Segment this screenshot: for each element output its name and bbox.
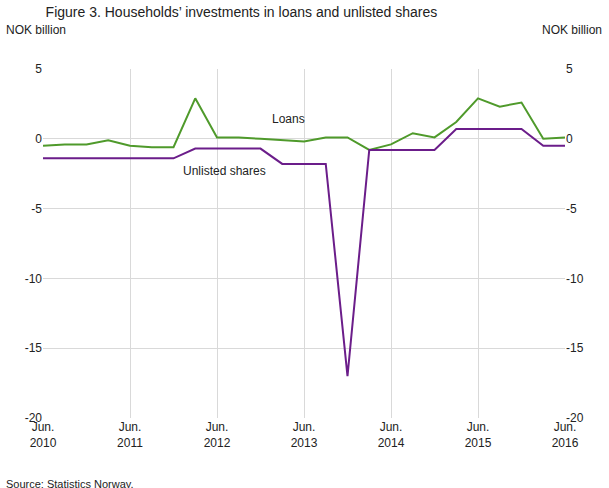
svg-text:-5: -5 bbox=[566, 202, 577, 216]
svg-text:Source: Statistics Norway.: Source: Statistics Norway. bbox=[6, 478, 134, 488]
svg-text:NOK billion: NOK billion bbox=[542, 23, 602, 37]
svg-text:-5: -5 bbox=[31, 202, 42, 216]
svg-text:-10: -10 bbox=[25, 272, 43, 286]
svg-text:Jun.2011: Jun.2011 bbox=[117, 420, 143, 450]
svg-text:-10: -10 bbox=[566, 272, 584, 286]
svg-text:-15: -15 bbox=[25, 341, 43, 355]
svg-text:-20: -20 bbox=[566, 411, 584, 425]
svg-text:Loans: Loans bbox=[272, 112, 305, 126]
svg-text:-20: -20 bbox=[25, 411, 43, 425]
svg-text:5: 5 bbox=[35, 62, 42, 76]
svg-text:Jun.2015: Jun.2015 bbox=[465, 420, 492, 450]
svg-text:Jun.2012: Jun.2012 bbox=[204, 420, 231, 450]
svg-text:Jun.2013: Jun.2013 bbox=[291, 420, 318, 450]
svg-text:-15: -15 bbox=[566, 341, 584, 355]
svg-text:Jun.2014: Jun.2014 bbox=[378, 420, 405, 450]
svg-text:NOK billion: NOK billion bbox=[6, 23, 66, 37]
svg-text:Unlisted shares: Unlisted shares bbox=[183, 164, 266, 178]
svg-text:0: 0 bbox=[566, 132, 573, 146]
svg-text:5: 5 bbox=[566, 62, 573, 76]
svg-text:0: 0 bbox=[35, 132, 42, 146]
svg-text:Jun.2010: Jun.2010 bbox=[30, 420, 57, 450]
svg-text:Jun.2016: Jun.2016 bbox=[552, 420, 579, 450]
svg-text:Figure 3. Households’ investme: Figure 3. Households’ investments in loa… bbox=[46, 4, 438, 20]
